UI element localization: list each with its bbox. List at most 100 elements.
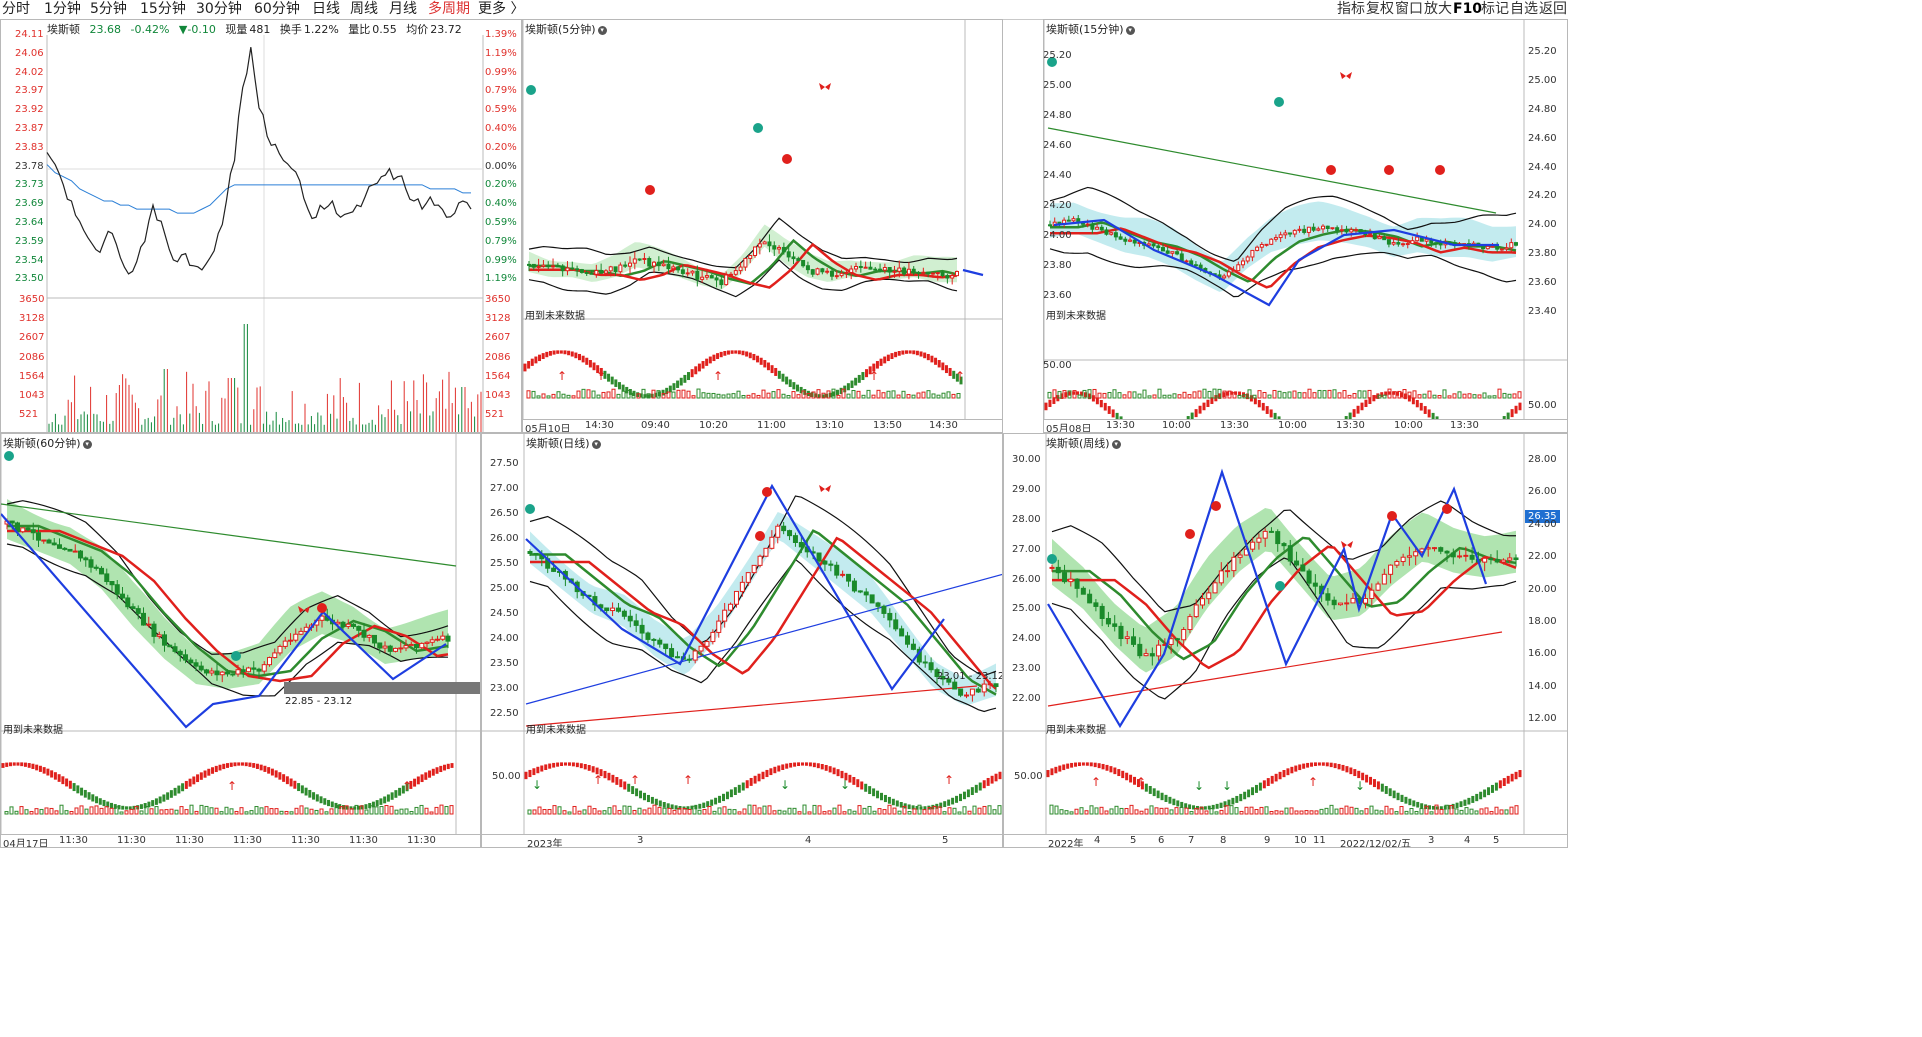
indicator-bar xyxy=(1204,810,1209,815)
indicator-bar xyxy=(571,395,576,399)
kline-panel-weekly[interactable]: 埃斯顿(周线) ▾ ↑ ↑ ↓ ↓ ↑ ↓ 用到未来数据 26.35 2022年 4 5 6 7 8 9… xyxy=(1003,433,1568,848)
candle-body xyxy=(825,270,830,273)
pct-tick: 0.79% xyxy=(485,85,517,97)
indicator-bar xyxy=(1277,390,1282,399)
indicator-bar xyxy=(1187,394,1192,399)
candle-body xyxy=(209,670,215,674)
f10-button[interactable]: F10 xyxy=(1453,1,1483,17)
indicator-bar xyxy=(747,804,752,815)
pct-tick: 1.19% xyxy=(485,273,517,285)
chevron-down-icon[interactable]: ▾ xyxy=(1125,25,1135,35)
candle-body xyxy=(834,564,840,576)
candle-body xyxy=(594,269,599,275)
chevron-down-icon[interactable]: ▾ xyxy=(1111,439,1121,449)
indicator-bar xyxy=(1372,395,1377,399)
indicator-bar xyxy=(796,394,801,399)
indicator-bar xyxy=(1447,395,1452,399)
candle-body xyxy=(1066,219,1071,222)
date-label: 10:00 xyxy=(1162,420,1191,431)
moving-average-red xyxy=(530,536,997,690)
signal-arrow-icon: ↑ xyxy=(955,369,965,383)
indicator-bar xyxy=(1432,394,1437,399)
price-tick: 26.00 xyxy=(490,533,519,544)
indicator-bar xyxy=(1154,807,1159,815)
back-button[interactable]: 返回 xyxy=(1539,1,1567,17)
period-tab-daily[interactable]: 日线 xyxy=(312,1,340,17)
candle-body xyxy=(1349,229,1354,233)
period-tab-1min[interactable]: 1分钟 xyxy=(44,1,81,17)
candle-body xyxy=(1406,555,1412,558)
indicator-bar xyxy=(1202,388,1207,399)
adjust-button[interactable]: 复权 xyxy=(1366,1,1394,17)
indicator-bar xyxy=(29,811,34,815)
candle-body xyxy=(1181,629,1187,641)
candle-body xyxy=(25,527,31,531)
period-tab-60min[interactable]: 60分钟 xyxy=(254,1,300,17)
candle-body xyxy=(183,654,188,661)
candle-body xyxy=(1382,236,1387,241)
kline-panel-60min[interactable]: 埃斯顿(60分钟) ▾ ↑ ↑ 用到未来数据 22.85 - 23.12 04月17… xyxy=(0,433,481,848)
indicator-bar xyxy=(79,805,84,815)
chevron-down-icon[interactable]: ▾ xyxy=(82,439,92,449)
date-label: 10:00 xyxy=(1394,420,1423,431)
candle-body xyxy=(288,639,293,642)
pct-tick: 0.40% xyxy=(485,198,517,210)
candle-body xyxy=(198,665,204,671)
period-tab-30min[interactable]: 30分钟 xyxy=(196,1,242,17)
candle-body xyxy=(177,650,183,656)
indicator-bar xyxy=(897,810,902,815)
candle-body xyxy=(724,274,729,286)
period-tab-15min[interactable]: 15分钟 xyxy=(140,1,186,17)
candle-body xyxy=(1386,239,1391,245)
watchlist-button[interactable]: 自选 xyxy=(1510,1,1538,17)
indicator-bar xyxy=(791,391,796,399)
candle-body xyxy=(1431,547,1437,550)
candle-body xyxy=(1174,638,1180,641)
bollinger-line xyxy=(1051,557,1517,700)
indicator-bar xyxy=(224,806,229,815)
kline-panel-15min[interactable]: 埃斯顿(15分钟) ▾ 用到未来数据 05月08日 13:30 10:00 13:30 1… xyxy=(1043,19,1568,433)
indicator-button[interactable]: 指标 xyxy=(1337,1,1365,17)
candle-body xyxy=(555,265,560,268)
indicator-bar xyxy=(951,393,956,399)
date-label: 3 xyxy=(1428,835,1435,846)
period-tab-multi[interactable]: 多周期 xyxy=(428,1,470,17)
period-tab-monthly[interactable]: 月线 xyxy=(389,1,417,17)
period-tab-fenshi[interactable]: 分时 xyxy=(2,1,30,17)
date-label: 13:30 xyxy=(1450,420,1479,431)
period-tab-weekly[interactable]: 周线 xyxy=(350,1,378,17)
candle-body xyxy=(1514,242,1518,246)
price-tick: 30.00 xyxy=(1012,454,1041,465)
price-tick: 25.50 xyxy=(490,558,519,569)
volume-tick: 3650 xyxy=(19,294,45,305)
chevron-down-icon[interactable]: ▾ xyxy=(591,439,601,449)
period-tab-more[interactable]: 更多 〉 xyxy=(478,1,525,17)
intraday-panel[interactable]: 埃斯顿 23.68 -0.42% ▼-0.10 现量 481 换手 1.22% 量比… xyxy=(0,19,522,433)
candle-body xyxy=(1325,593,1331,601)
candle-body xyxy=(1237,554,1243,558)
chevron-down-icon[interactable]: ▾ xyxy=(597,25,607,35)
indicator-bar xyxy=(967,810,972,815)
zoom-button[interactable]: 放大 xyxy=(1424,1,1452,17)
kline-panel-daily[interactable]: 埃斯顿(日线) ▾ ↓ ↑ ↑ ↑ ↓ ↓ ↑ 用到未来数据 23.01 - 23.12 20… xyxy=(481,433,1003,848)
indicator-bar xyxy=(682,808,687,815)
candle-body xyxy=(1287,545,1293,562)
future-data-note: 用到未来数据 xyxy=(1046,311,1106,322)
candle-body xyxy=(857,590,863,593)
indicator-bar xyxy=(1267,394,1272,399)
kline-panel-5min[interactable]: 埃斯顿(5分钟) ▾ ↑ ↑ ↑ ↑ ↑ 用到未来数据 05月10日 14:30 09:40 1… xyxy=(522,19,1003,433)
indicator-bar xyxy=(1144,808,1149,815)
date-label: 11 xyxy=(1313,835,1326,846)
price-tick: 24.40 xyxy=(1043,170,1072,181)
mark-button[interactable]: 标记 xyxy=(1481,1,1509,17)
candle-body xyxy=(1187,616,1193,631)
indicator-bar xyxy=(882,809,887,815)
indicator-bar xyxy=(1489,811,1494,815)
indicator-bar xyxy=(1077,394,1082,399)
indicator-bar xyxy=(1479,808,1484,815)
period-tab-5min[interactable]: 5分钟 xyxy=(90,1,127,17)
window-button[interactable]: 窗口 xyxy=(1395,1,1423,17)
candle-body xyxy=(680,269,685,274)
indicator-bar xyxy=(561,393,566,399)
indicator-bar xyxy=(566,394,571,399)
